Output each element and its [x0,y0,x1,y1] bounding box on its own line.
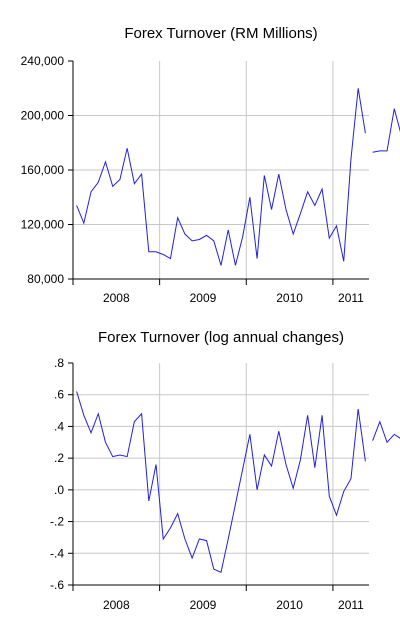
y-tick-label: 160,000 [21,163,65,177]
x-tick-label: 2009 [190,598,217,612]
x-tick-label: 2009 [190,291,217,305]
series-line-0 [76,88,366,266]
y-tick-label: .0 [54,483,64,497]
chart-title: Forex Turnover (RM Millions) [124,25,317,42]
y-tick-label: 80,000 [27,272,64,286]
y-tick-label: .4 [54,419,64,433]
y-tick-label: 200,000 [21,109,65,123]
x-tick-label: 2010 [276,291,303,305]
y-tick-label: .6 [54,388,64,402]
y-tick-label: 240,000 [21,54,65,68]
chart-title: Forex Turnover (log annual changes) [98,329,344,346]
series-line-1 [372,108,400,153]
y-tick-label: 120,000 [21,218,65,232]
y-tick-label: -.2 [50,515,64,529]
y-tick-label: .8 [54,356,64,370]
x-tick-label: 2010 [276,598,303,612]
series-line-1 [372,420,400,444]
y-tick-label: -.4 [50,546,64,560]
y-tick-label: -.6 [50,578,64,592]
x-tick-label: 2011 [338,598,364,612]
turnover-level-panel: Forex Turnover (RM Millions) 80,000 120,00… [21,25,400,305]
series-line-0 [76,391,366,574]
x-tick-label: 2008 [103,291,130,305]
turnover-log-change-panel: Forex Turnover (log annual changes) -.6 -.… [50,329,400,612]
y-tick-label: .2 [54,451,64,465]
x-tick-label: 2011 [338,291,364,305]
x-tick-label: 2008 [103,598,130,612]
